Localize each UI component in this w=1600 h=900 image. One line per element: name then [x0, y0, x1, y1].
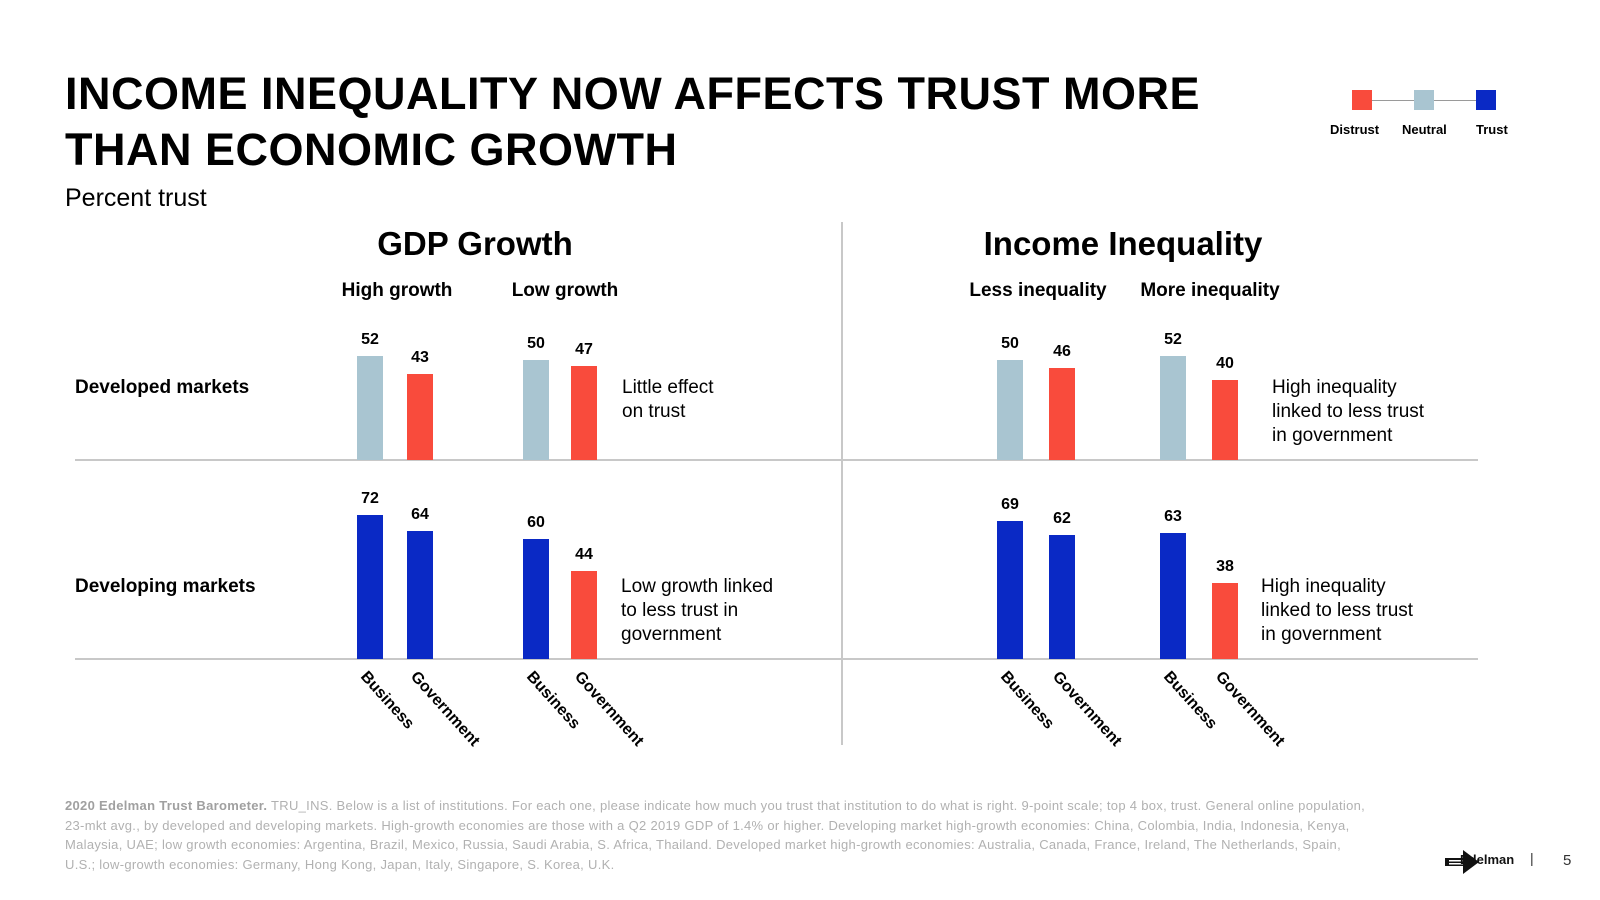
legend-label-distrust: Distrust	[1330, 122, 1380, 137]
data-label: 60	[527, 514, 545, 531]
data-label: 72	[361, 490, 379, 507]
data-label: 43	[411, 349, 429, 366]
group-label: More inequality	[1140, 280, 1280, 301]
data-label: 46	[1053, 343, 1071, 360]
data-label: 62	[1053, 510, 1071, 527]
chart-subtitle: Percent trust	[65, 184, 207, 212]
data-label: 52	[361, 331, 379, 348]
bar-neutral	[997, 360, 1023, 460]
bar-trust	[1160, 533, 1186, 659]
legend-connector	[1434, 100, 1476, 101]
trust-bar-chart: Developed markets Developing markets GDP G…	[75, 222, 1478, 750]
data-label: 63	[1164, 508, 1182, 525]
legend-connector	[1372, 100, 1414, 101]
page-title: INCOME INEQUALITY NOW AFFECTS TRUST MORE…	[65, 68, 1200, 175]
data-label: 44	[575, 546, 593, 563]
bar-distrust	[1212, 380, 1238, 460]
page-number: 5	[1563, 852, 1572, 869]
bar-distrust	[571, 366, 597, 460]
data-label: 40	[1216, 355, 1234, 372]
source-note-text: TRU_INS. Below is a list of institutions…	[65, 798, 1366, 872]
tick-label: Business	[1160, 668, 1220, 732]
annotation-note: Low growth linked to less trust in governm…	[621, 576, 773, 645]
group-label: Less inequality	[969, 280, 1107, 301]
bar-trust	[997, 521, 1023, 659]
data-label: 50	[1001, 335, 1019, 352]
annotation-note: High inequality linked to less trust in go…	[1261, 576, 1414, 645]
footer-separator: |	[1530, 850, 1534, 866]
data-label: 69	[1001, 496, 1019, 513]
bar-trust	[523, 539, 549, 659]
footer-brand: Edelman	[1460, 852, 1515, 867]
source-note-bold: 2020 Edelman Trust Barometer.	[65, 798, 268, 813]
legend-swatch-trust	[1476, 90, 1496, 110]
panel-title: GDP Growth	[377, 225, 573, 262]
annotation-note: Little effect on trust	[622, 377, 714, 422]
legend-swatch-neutral	[1414, 90, 1434, 110]
row-label: Developed markets	[75, 377, 249, 398]
bar-neutral	[357, 356, 383, 460]
data-label: 38	[1216, 558, 1234, 575]
bar-distrust	[407, 374, 433, 460]
row-label: Developing markets	[75, 576, 256, 597]
legend: Distrust Neutral Trust	[1330, 88, 1520, 148]
source-note: 2020 Edelman Trust Barometer. TRU_INS. B…	[65, 796, 1375, 874]
group-label: Low growth	[512, 280, 619, 301]
tick-label: Government	[571, 668, 647, 750]
legend-label-trust: Trust	[1476, 122, 1508, 137]
data-label: 47	[575, 341, 593, 358]
legend-swatch-distrust	[1352, 90, 1372, 110]
bar-distrust	[1212, 583, 1238, 659]
tick-label: Government	[1049, 668, 1125, 750]
bar-trust	[357, 515, 383, 659]
bar-distrust	[571, 571, 597, 659]
bar-distrust	[1049, 368, 1075, 460]
data-label: 52	[1164, 331, 1182, 348]
bar-trust	[407, 531, 433, 659]
annotation-note: High inequality linked to less trust in go…	[1272, 377, 1425, 446]
data-label: 50	[527, 335, 545, 352]
tick-label: Government	[407, 668, 483, 750]
bar-trust	[1049, 535, 1075, 659]
bar-neutral	[523, 360, 549, 460]
data-label: 64	[411, 506, 429, 523]
panel-title: Income Inequality	[984, 225, 1263, 262]
tick-label: Business	[997, 668, 1057, 732]
tick-label: Government	[1212, 668, 1288, 750]
edelman-logo-icon	[1445, 850, 1479, 874]
legend-label-neutral: Neutral	[1402, 122, 1447, 137]
bar-neutral	[1160, 356, 1186, 460]
group-label: High growth	[342, 280, 453, 301]
